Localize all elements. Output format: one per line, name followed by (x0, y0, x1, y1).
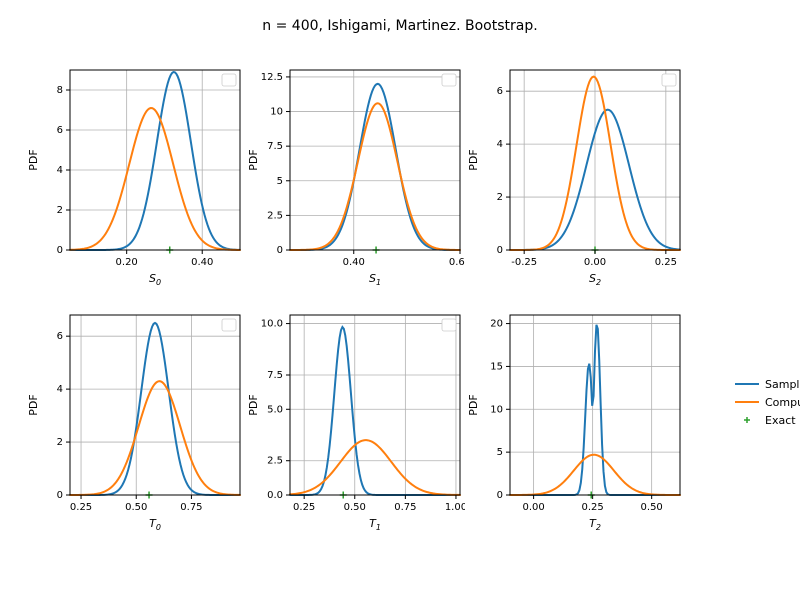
line-icon (735, 377, 759, 391)
svg-text:0.25: 0.25 (293, 502, 315, 513)
svg-text:6: 6 (57, 125, 63, 136)
svg-text:0.50: 0.50 (641, 502, 663, 513)
svg-text:0: 0 (277, 245, 283, 256)
svg-text:5: 5 (277, 176, 283, 187)
svg-text:5: 5 (497, 447, 503, 458)
xlabel: S1 (369, 272, 381, 287)
svg-text:10.0: 10.0 (261, 319, 283, 330)
svg-text:0.00: 0.00 (584, 257, 606, 268)
figure: n = 400, Ishigami, Martinez. Bootstrap. … (0, 0, 800, 600)
svg-text:0.50: 0.50 (344, 502, 366, 513)
svg-text:5.0: 5.0 (267, 404, 283, 415)
panel-S2: -0.25 0.00 0.25 0 2 4 6 S2 PDF (465, 65, 685, 292)
series-sample (510, 325, 680, 495)
svg-text:6: 6 (57, 331, 63, 342)
svg-text:0: 0 (57, 490, 63, 501)
panel-T0: 0.25 0.50 0.75 0 2 4 6 T0 PDF (25, 310, 245, 537)
series-sample (290, 84, 460, 250)
ylabel: PDF (467, 394, 480, 415)
empty-legend-box-icon (222, 319, 236, 331)
svg-text:10: 10 (490, 404, 503, 415)
legend-label: Sample (765, 378, 800, 391)
svg-text:0.00: 0.00 (522, 502, 544, 513)
svg-text:12.5: 12.5 (261, 72, 283, 83)
svg-text:4: 4 (497, 139, 503, 150)
xlabel: S0 (149, 272, 161, 287)
svg-text:0.50: 0.50 (125, 502, 147, 513)
legend-item: Sample (735, 375, 800, 393)
legend: Sample Computed Exact (735, 375, 800, 429)
panel-T2: 0.00 0.25 0.50 0 5 10 15 20 T2 PDF (465, 310, 685, 537)
xlabel: T1 (369, 517, 381, 532)
series-computed (290, 440, 460, 495)
xlabel: T0 (149, 517, 161, 532)
svg-text:2: 2 (57, 437, 63, 448)
series-computed (290, 103, 460, 250)
svg-text:0: 0 (497, 490, 503, 501)
svg-text:2: 2 (57, 205, 63, 216)
empty-legend-box-icon (222, 74, 236, 86)
xlabel: S2 (589, 272, 601, 287)
xlabel: T2 (589, 517, 601, 532)
legend-item: Computed (735, 393, 800, 411)
svg-text:0.25: 0.25 (655, 257, 677, 268)
svg-text:15: 15 (490, 361, 503, 372)
ylabel: PDF (467, 149, 480, 170)
svg-text:1.00: 1.00 (445, 502, 465, 513)
series-computed (70, 381, 240, 495)
panel-S0: 0.20 0.40 0 2 4 6 8 S0 PDF (25, 65, 245, 292)
series-sample (70, 323, 240, 495)
series-sample (290, 327, 460, 495)
svg-text:0.25: 0.25 (70, 502, 92, 513)
figure-title: n = 400, Ishigami, Martinez. Bootstrap. (0, 18, 800, 34)
svg-text:0.75: 0.75 (180, 502, 202, 513)
ylabel: PDF (27, 149, 40, 170)
svg-text:0.25: 0.25 (582, 502, 604, 513)
svg-text:0.20: 0.20 (116, 257, 138, 268)
svg-text:0.75: 0.75 (394, 502, 416, 513)
ylabel: PDF (247, 149, 260, 170)
legend-label: Computed (765, 396, 800, 409)
svg-text:2.5: 2.5 (267, 456, 283, 467)
svg-text:0: 0 (57, 245, 63, 256)
plus-icon (735, 413, 759, 427)
legend-item: Exact (735, 411, 800, 429)
ylabel: PDF (247, 394, 260, 415)
svg-text:7.5: 7.5 (267, 370, 283, 381)
svg-text:10: 10 (270, 107, 283, 118)
panel-S1: 0.40 0.60 0 2.5 5 7.5 10 12.5 S1 PDF (245, 65, 465, 292)
svg-text:8: 8 (57, 85, 63, 96)
empty-legend-box-icon (662, 74, 676, 86)
svg-text:7.5: 7.5 (267, 141, 283, 152)
svg-text:0.60: 0.60 (449, 257, 465, 268)
svg-text:0.40: 0.40 (343, 257, 365, 268)
svg-text:4: 4 (57, 384, 63, 395)
series-computed (70, 108, 240, 250)
svg-text:-0.25: -0.25 (511, 257, 537, 268)
series-computed (510, 455, 680, 495)
svg-text:6: 6 (497, 86, 503, 97)
svg-text:0.0: 0.0 (267, 490, 283, 501)
empty-legend-box-icon (442, 74, 456, 86)
svg-text:0: 0 (497, 245, 503, 256)
ylabel: PDF (27, 394, 40, 415)
svg-text:20: 20 (490, 319, 503, 330)
svg-text:2.5: 2.5 (267, 210, 283, 221)
series-sample (70, 72, 240, 250)
panel-T1: 0.25 0.50 0.75 1.00 0.0 2.5 5.0 7.5 10.0 T1 PDF (245, 310, 465, 537)
line-icon (735, 395, 759, 409)
svg-text:0.40: 0.40 (191, 257, 213, 268)
legend-label: Exact (765, 414, 796, 427)
svg-text:2: 2 (497, 192, 503, 203)
svg-text:4: 4 (57, 165, 63, 176)
empty-legend-box-icon (442, 319, 456, 331)
